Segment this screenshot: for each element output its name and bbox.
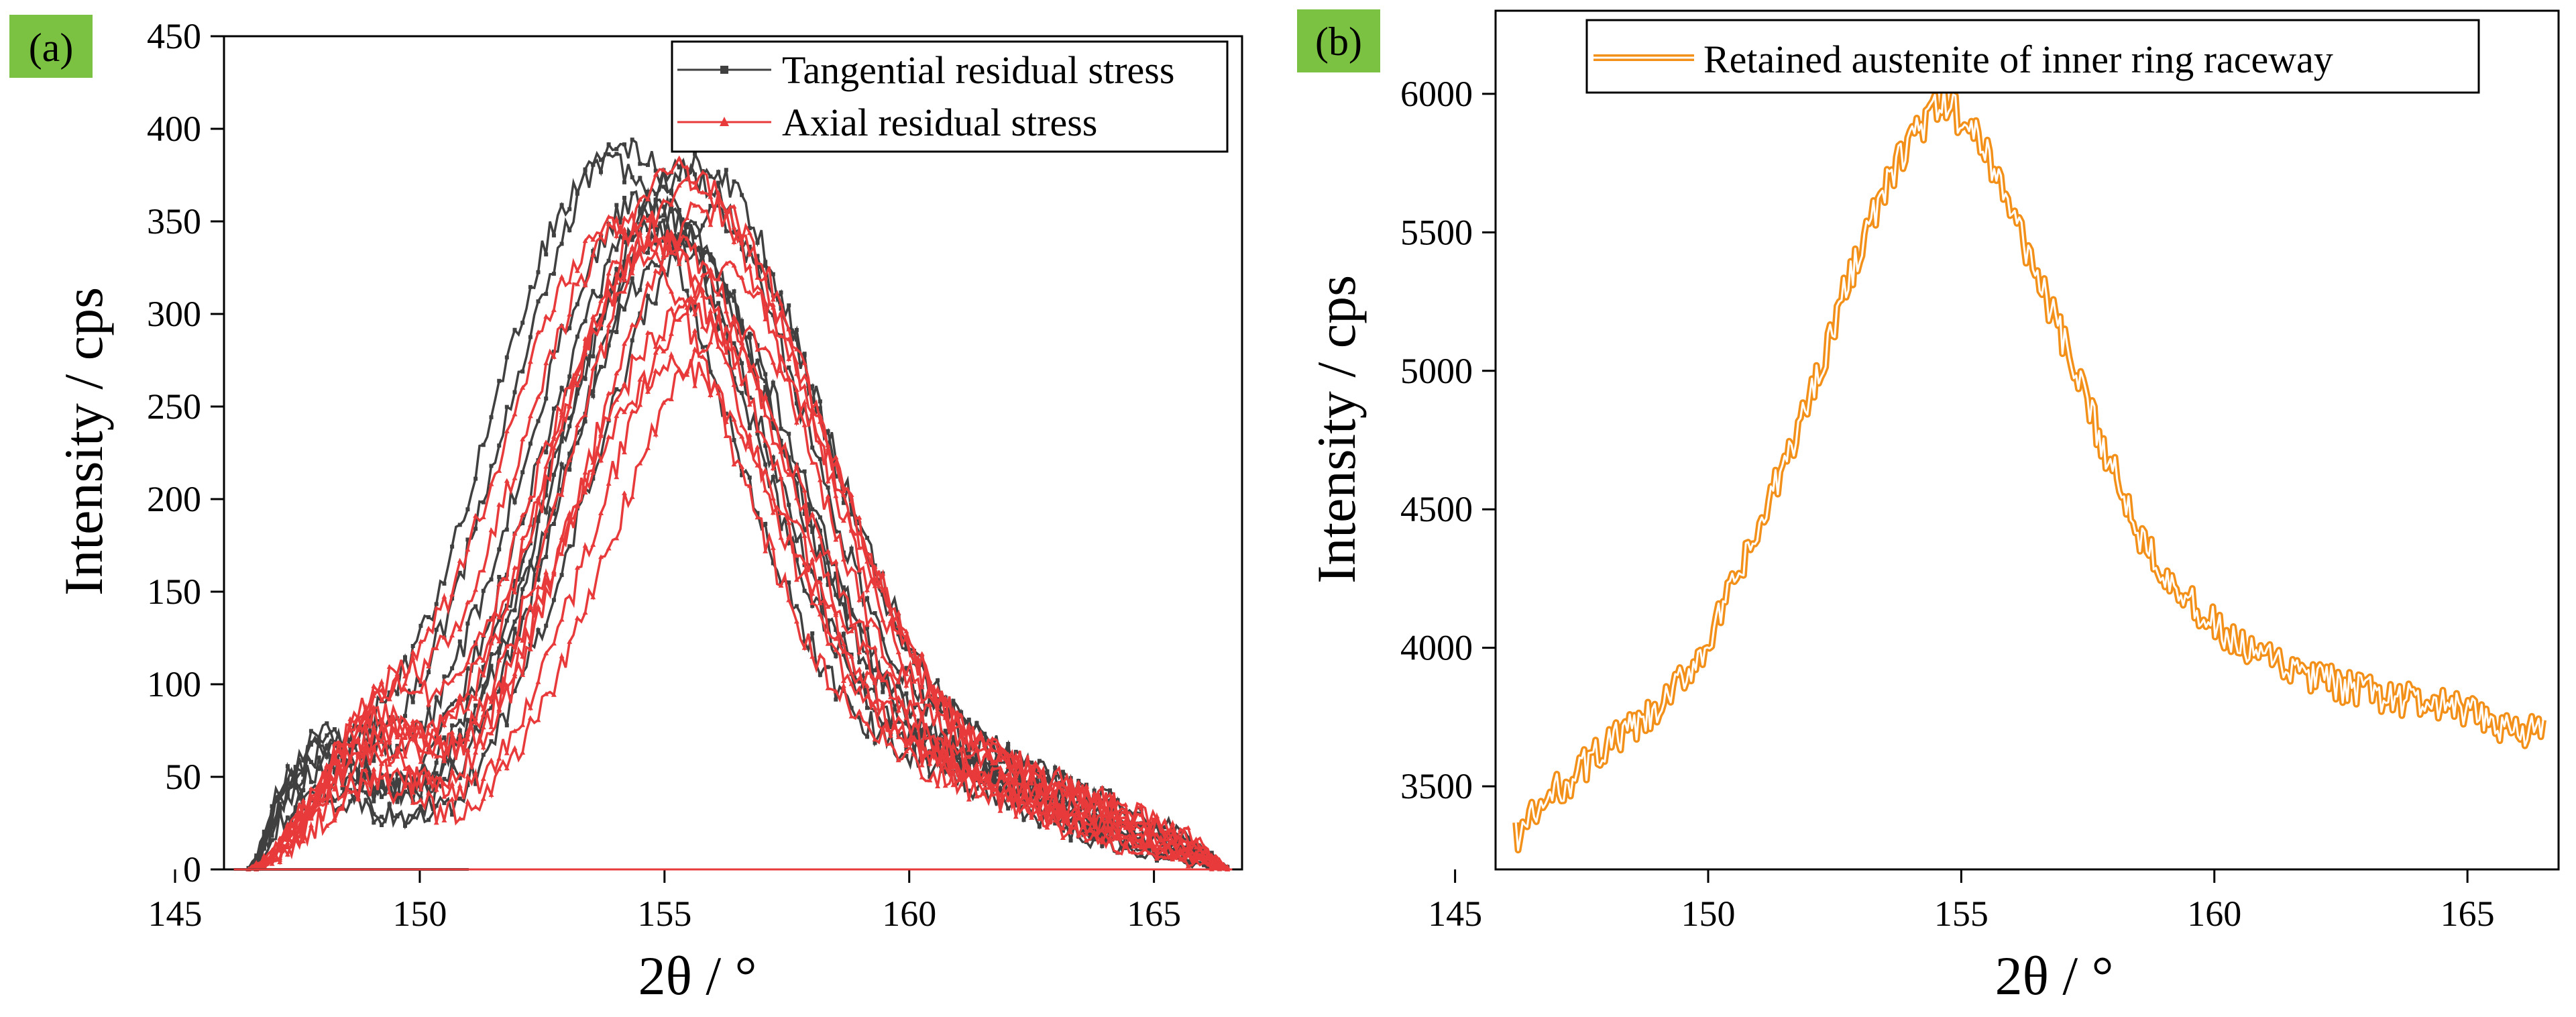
series-line-tangential	[247, 157, 1228, 871]
series-line-axial	[247, 155, 1228, 871]
series-markers-tangential	[246, 152, 1230, 871]
y-tick-label-b: 5000	[1400, 351, 1473, 391]
legend-label-tangential: Tangential residual stress	[782, 48, 1174, 92]
legend-box-a	[671, 40, 1229, 153]
x-tick-label-a: 150	[392, 894, 447, 934]
series-markers-tangential	[246, 197, 1230, 871]
y-tick-label-a: 250	[147, 386, 201, 427]
series-markers-tangential	[246, 165, 1230, 871]
x-tick-label-a: 155	[637, 894, 691, 934]
x-tick-label-a: 160	[882, 894, 936, 934]
x-axis-label-b: 2θ / °	[1995, 945, 2114, 1006]
legend-marker-axial	[720, 117, 729, 126]
plot-area-a	[233, 138, 1233, 872]
y-axis-label-a: Intensity / cps	[53, 287, 114, 596]
panel-tag-a: (a)	[29, 25, 74, 70]
series-line-tangential	[247, 150, 1228, 871]
y-tick-label-b: 5500	[1400, 212, 1473, 252]
series-line-austenite	[1512, 85, 2546, 854]
series-markers-axial	[245, 197, 1231, 871]
panel-tag-a-bg	[9, 15, 93, 78]
panel-tag-b-bg	[1297, 9, 1380, 72]
legend-a: Tangential residual stress Axial residua…	[671, 40, 1229, 153]
y-tick-label-a: 400	[147, 109, 201, 149]
legend-label-austenite: Retained austenite of inner ring raceway	[1703, 38, 2333, 81]
series-markers-axial	[245, 176, 1231, 871]
series-markers-axial	[245, 155, 1231, 871]
y-tick-label-a: 300	[147, 294, 201, 334]
y-tick-label-b: 6000	[1400, 74, 1473, 114]
axes-b: 145 150 155 160 165 3500 4000 4500 5000 5500 6000	[1400, 9, 2560, 934]
chart-panel-b: (b) 145 150 155 160 165 3500 4000 4500 5000 5500 6…	[1297, 9, 2560, 1006]
x-tick-label-a: 145	[148, 894, 203, 934]
plot-frame-b	[1494, 9, 2560, 871]
y-tick-label-b: 4000	[1400, 628, 1473, 668]
y-tick-label-a: 200	[147, 479, 201, 519]
series-markers-tangential	[246, 189, 1230, 871]
x-tick-label-a: 165	[1127, 894, 1181, 934]
x-axis-label-a: 2θ / °	[638, 945, 757, 1006]
y-axis-label-b: Intensity / cps	[1306, 275, 1367, 584]
series-line-axial	[247, 177, 1228, 871]
series-line-austenite-core	[1514, 87, 2544, 851]
plot-area-b	[1512, 85, 2546, 854]
series-line-axial	[247, 294, 1229, 871]
legend-marker-tangential	[720, 66, 728, 74]
axes-a: 145 150 155 160 165 0 50 100 150 200 250 300 350 400 4…	[147, 16, 1243, 934]
y-tick-label-a: 150	[147, 572, 201, 612]
legend-label-axial: Axial residual stress	[782, 101, 1097, 144]
series-line-tangential	[247, 138, 1228, 871]
y-tick-label-a: 100	[147, 664, 201, 704]
legend-b: Retained austenite of inner ring raceway	[1585, 19, 2480, 94]
y-tick-label-a: 50	[165, 757, 201, 797]
series-line-axial	[248, 197, 1229, 871]
y-tick-label-b: 4500	[1400, 489, 1473, 529]
y-tick-label-a: 0	[183, 849, 201, 890]
series-line-tangential	[247, 195, 1229, 871]
x-tick-label-b: 160	[2187, 894, 2241, 934]
y-tick-label-b: 3500	[1400, 766, 1473, 806]
panel-tag-b: (b)	[1315, 19, 1362, 64]
legend-box-b	[1585, 19, 2480, 94]
x-tick-label-b: 145	[1428, 894, 1482, 934]
series-line-tangential	[247, 152, 1228, 871]
series-line-tangential	[247, 187, 1228, 871]
series-markers-tangential	[246, 203, 1230, 870]
x-tick-label-b: 155	[1934, 894, 1989, 934]
x-tick-label-b: 165	[2441, 894, 2495, 934]
y-tick-label-a: 450	[147, 16, 201, 56]
y-tick-label-a: 350	[147, 201, 201, 242]
chart-panel-a: (a) 145 150 155 160 165 0 50 100 150 200 250 300 350…	[9, 15, 1243, 1006]
x-tick-label-b: 150	[1681, 894, 1736, 934]
